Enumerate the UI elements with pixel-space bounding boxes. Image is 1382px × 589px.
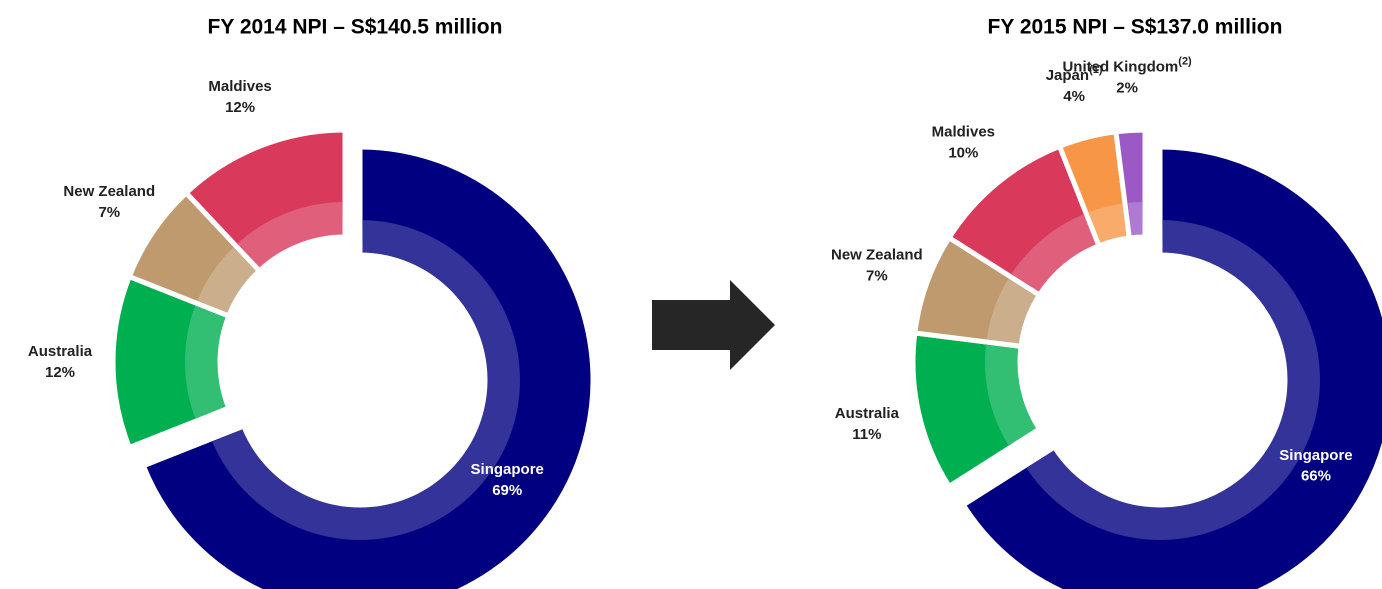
- value-label: 10%: [948, 144, 978, 161]
- category-label: Maldives: [932, 123, 995, 140]
- pie-slice: [1113, 127, 1148, 241]
- value-label: 12%: [225, 99, 255, 116]
- value-label: 12%: [45, 364, 75, 381]
- category-label: United Kingdom: [1062, 59, 1178, 76]
- slice-label: Maldives: [932, 123, 995, 140]
- value-label: 11%: [852, 426, 881, 443]
- value-label: 7%: [98, 204, 120, 221]
- category-label: Maldives: [208, 78, 271, 95]
- category-label: Australia: [28, 343, 93, 360]
- slice-highlight: [985, 344, 1039, 446]
- slice-highlight: [185, 305, 228, 419]
- category-label: Australia: [835, 405, 900, 422]
- value-label: 2%: [1116, 80, 1138, 97]
- pie-slice: [959, 144, 1382, 589]
- value-label: 7%: [866, 267, 888, 284]
- category-label: Singapore: [471, 461, 544, 478]
- slice-highlight: [986, 278, 1039, 344]
- slice-label: Australia: [835, 405, 900, 422]
- slice-highlight: [1127, 202, 1143, 238]
- category-label: New Zealand: [63, 183, 155, 200]
- chart-title: FY 2014 NPI – S$140.5 million: [208, 16, 503, 39]
- arrow: [652, 280, 775, 370]
- footnote-mark: (1): [1089, 64, 1103, 76]
- category-label: Japan: [1046, 67, 1089, 84]
- value-label: 69%: [492, 482, 522, 499]
- pie-slice: [140, 144, 596, 589]
- slice-label: Singapore: [471, 461, 544, 478]
- slice-highlight: [1011, 214, 1097, 294]
- slice-label: Singapore: [1279, 447, 1352, 464]
- slice-label: Australia: [28, 343, 93, 360]
- slice-highlight: [237, 202, 343, 270]
- category-label: Singapore: [1279, 447, 1352, 464]
- slice-highlight: [197, 247, 258, 314]
- chart-title: FY 2015 NPI – S$137.0 million: [988, 16, 1283, 39]
- footnote-mark: (2): [1178, 55, 1192, 67]
- slice-label: Japan(1): [1046, 64, 1103, 84]
- slice-label: New Zealand: [831, 246, 923, 263]
- slice-label: United Kingdom(2): [1062, 55, 1192, 75]
- pie-slice: [182, 127, 348, 275]
- slice-highlight: [1088, 203, 1127, 245]
- category-label: New Zealand: [831, 246, 923, 263]
- value-label: 4%: [1063, 88, 1085, 105]
- slice-label: New Zealand: [63, 183, 155, 200]
- slice-label: Maldives: [208, 78, 271, 95]
- value-label: 66%: [1301, 468, 1331, 485]
